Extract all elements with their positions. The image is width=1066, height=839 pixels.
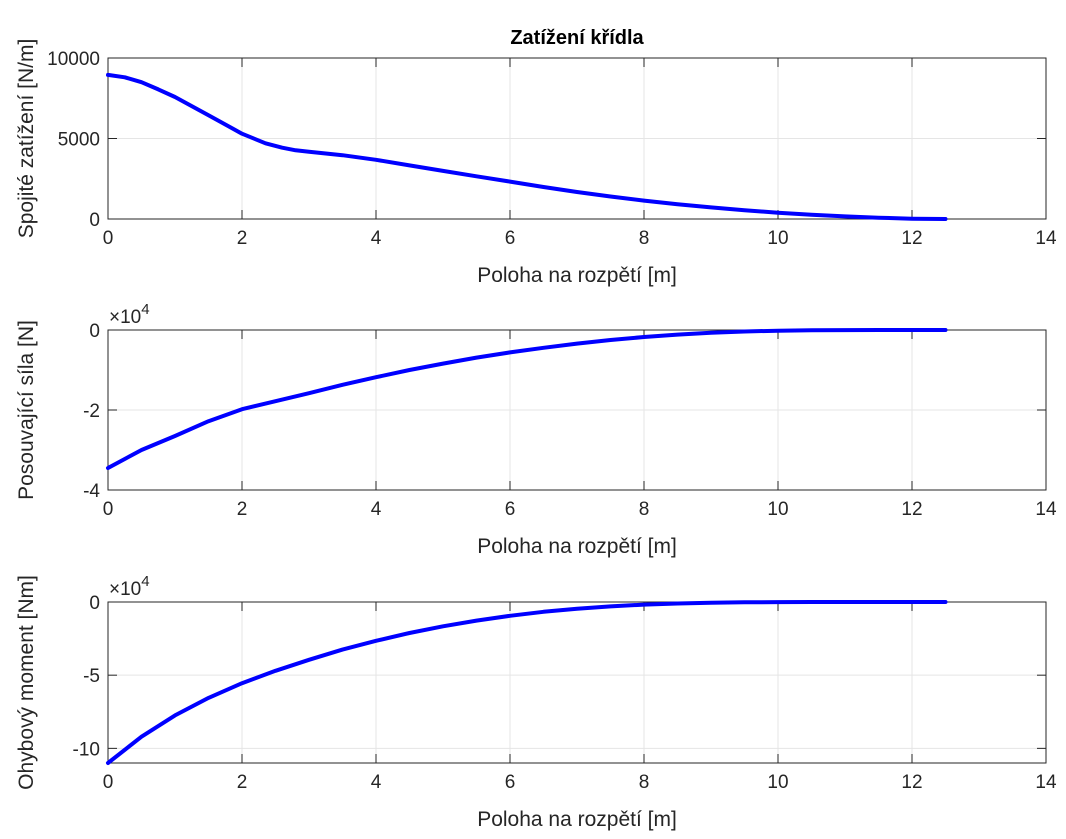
- series-line-1: [106, 328, 948, 470]
- y-tick-label: -10: [73, 739, 100, 760]
- x-tick-label: 4: [371, 228, 382, 249]
- x-tick-label: 12: [901, 228, 922, 249]
- x-tick-label: 12: [901, 499, 922, 520]
- x-tick-label: 14: [1035, 228, 1057, 249]
- y-axis-label: Ohybový moment [Nm]: [15, 575, 38, 790]
- x-tick-label: 10: [767, 228, 788, 249]
- x-axis-label: Poloha na rozpětí [m]: [477, 535, 677, 558]
- x-tick-label: 0: [103, 772, 114, 793]
- y-tick-label: -2: [83, 401, 100, 422]
- x-tick-label: 0: [103, 228, 114, 249]
- y-exponent-power: 4: [141, 301, 149, 318]
- x-tick-label: 8: [639, 499, 650, 520]
- y-tick-label: 0: [89, 210, 100, 231]
- x-tick-label: 6: [505, 228, 516, 249]
- x-axis-label: Poloha na rozpětí [m]: [477, 808, 677, 831]
- x-tick-label: 2: [237, 499, 248, 520]
- axes-background: [108, 602, 1046, 763]
- x-tick-label: 10: [767, 772, 788, 793]
- series-line-1: [106, 72, 948, 221]
- y-tick-label: 5000: [58, 130, 100, 151]
- chart-title: Zatížení křídla: [510, 27, 644, 49]
- y-tick-label: -4: [83, 481, 100, 502]
- x-tick-label: 8: [639, 228, 650, 249]
- x-tick-label: 6: [505, 499, 516, 520]
- axes-box: [107, 329, 1047, 491]
- x-tick-label: 14: [1035, 772, 1057, 793]
- y-axis-label: Spojité zatížení [N/m]: [15, 39, 38, 239]
- x-axis-label: Poloha na rozpětí [m]: [477, 264, 677, 287]
- x-tick-label: 4: [371, 772, 382, 793]
- subplot-1: 0 2 4 6 8 10 12 14 0 5000 10000 Poloha na rozpětí […: [15, 39, 1057, 287]
- x-tick-label: 14: [1035, 499, 1057, 520]
- y-axis-label: Posouvající síla [N]: [15, 320, 38, 500]
- axes-box: [107, 57, 1047, 220]
- x-tick-label: 2: [237, 772, 248, 793]
- x-tick-label: 10: [767, 499, 788, 520]
- y-exponent-power: 4: [141, 573, 149, 590]
- y-tick-label: 0: [89, 321, 100, 342]
- x-tick-label: 0: [103, 499, 114, 520]
- y-tick-label: 10000: [47, 49, 100, 70]
- y-tick-label: 0: [89, 593, 100, 614]
- x-tick-label: 8: [639, 772, 650, 793]
- x-tick-label: 6: [505, 772, 516, 793]
- x-tick-label: 4: [371, 499, 382, 520]
- x-tick-label: 12: [901, 772, 922, 793]
- series-line-1: [106, 600, 948, 765]
- x-tick-label: 2: [237, 228, 248, 249]
- axes-box: [107, 601, 1047, 764]
- y-tick-label: -5: [83, 666, 100, 687]
